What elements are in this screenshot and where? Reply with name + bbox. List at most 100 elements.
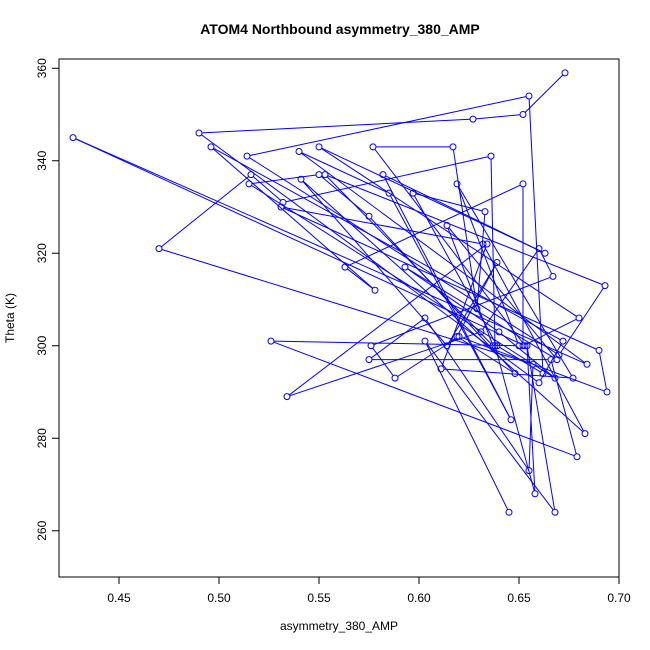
data-point <box>559 337 567 345</box>
series-segment <box>302 180 584 432</box>
y-tick-label: 300 <box>35 335 49 355</box>
data-point <box>493 342 501 350</box>
series-segment <box>448 264 496 344</box>
data-point <box>401 263 409 271</box>
data-point <box>549 272 557 280</box>
data-point <box>523 342 531 350</box>
x-axis: 0.45 0.50 0.55 0.60 0.65 0.70 <box>107 577 631 605</box>
series-segment <box>289 332 479 397</box>
data-point <box>481 208 489 216</box>
series-segment <box>372 347 394 377</box>
data-point <box>449 143 457 151</box>
y-tick-label: 320 <box>35 243 49 263</box>
data-point <box>525 467 533 475</box>
data-point <box>247 171 255 179</box>
data-point <box>603 388 611 396</box>
data-point <box>505 508 513 516</box>
data-point <box>421 314 429 322</box>
data-point <box>279 198 287 206</box>
data-point <box>365 212 373 220</box>
series-segment <box>560 287 604 353</box>
data-point <box>495 328 503 336</box>
data-point <box>297 175 305 183</box>
series-segment <box>458 186 572 376</box>
data-point <box>493 259 501 266</box>
data-point <box>539 370 547 377</box>
data-point <box>277 203 285 211</box>
series-segment <box>527 348 555 510</box>
series-segment <box>347 184 521 267</box>
series-segment <box>327 175 603 285</box>
y-tick-label: 340 <box>35 150 49 170</box>
series-points <box>69 69 611 516</box>
series-segment <box>407 268 497 331</box>
data-point <box>479 240 487 248</box>
series-segment <box>371 319 423 359</box>
series-segment <box>252 176 282 201</box>
x-tick-label: 0.65 <box>507 591 531 605</box>
data-point <box>315 171 323 179</box>
series-segment <box>525 318 577 345</box>
data-point <box>315 143 323 151</box>
data-point <box>507 416 515 424</box>
x-tick-label: 0.60 <box>407 591 431 605</box>
data-point <box>519 180 527 188</box>
series-segment <box>475 114 521 120</box>
y-tick-label: 360 <box>35 58 49 78</box>
data-point <box>511 370 519 377</box>
series-segment <box>443 368 571 379</box>
series-segment <box>448 227 556 358</box>
data-point <box>195 129 203 137</box>
data-point <box>243 152 251 160</box>
series-segment <box>161 176 249 248</box>
data-point <box>483 240 491 248</box>
data-point <box>391 374 399 382</box>
series-segment <box>374 148 524 344</box>
series-segment <box>321 147 543 253</box>
data-point <box>535 245 543 253</box>
series-segment <box>285 156 489 203</box>
series-segment <box>441 246 487 367</box>
data-point <box>371 286 379 294</box>
series-segment <box>383 177 511 418</box>
series-segment <box>251 185 553 377</box>
series-segment <box>273 340 517 347</box>
series-segment <box>301 152 387 193</box>
series-segment <box>495 348 535 491</box>
series-segment <box>385 175 543 253</box>
data-point <box>583 360 591 368</box>
y-axis-label: Theta (K) <box>3 293 17 343</box>
series-segment <box>301 152 585 363</box>
series-segment <box>283 207 481 244</box>
series-segment <box>320 176 368 215</box>
data-point <box>601 282 609 290</box>
data-point <box>455 333 463 340</box>
x-tick-label: 0.50 <box>207 591 231 605</box>
data-point <box>487 152 495 160</box>
data-point <box>535 379 543 387</box>
series-segment <box>213 147 561 341</box>
data-point <box>519 342 527 350</box>
series-segment <box>457 264 497 335</box>
data-point <box>541 249 549 257</box>
series-segment <box>426 320 528 469</box>
series-segment <box>370 218 514 372</box>
series-segment <box>482 250 538 330</box>
data-point <box>453 333 461 340</box>
series-segment <box>201 118 471 134</box>
data-point <box>595 346 603 354</box>
data-point <box>515 342 523 350</box>
series-segment <box>302 181 446 344</box>
series-segment <box>249 96 527 156</box>
series-segment <box>540 343 562 381</box>
data-point <box>443 342 451 350</box>
series-segment <box>490 159 496 343</box>
data-point <box>477 328 485 336</box>
series-lines <box>75 74 607 511</box>
data-point <box>369 143 377 151</box>
series-segment <box>461 337 605 392</box>
series-segment <box>599 353 607 390</box>
data-point <box>409 189 417 197</box>
y-tick-label: 260 <box>35 520 49 540</box>
